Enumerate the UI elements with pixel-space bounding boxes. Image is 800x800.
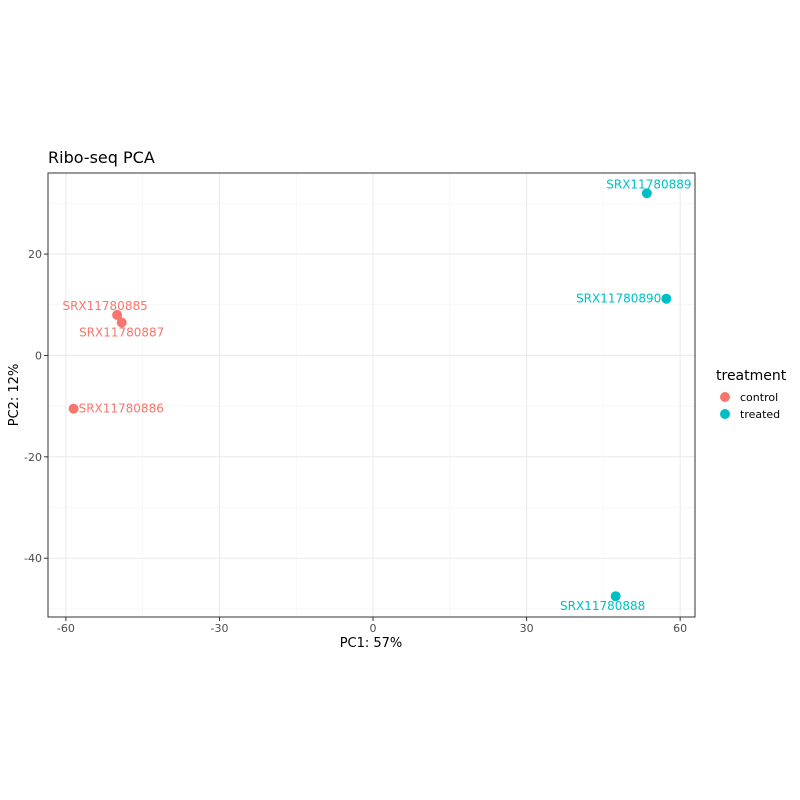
- y-tick-label: 20: [28, 248, 42, 261]
- y-axis-title: PC2: 12%: [7, 364, 22, 427]
- x-tick-label: 30: [520, 622, 534, 635]
- data-point: [661, 293, 672, 304]
- data-label: SRX11780888: [560, 599, 645, 613]
- legend: treatment control treated: [716, 368, 787, 421]
- legend-label: treated: [740, 408, 780, 421]
- legend-entries: control treated: [720, 391, 780, 421]
- legend-key: [720, 392, 730, 402]
- data-label: SRX11780887: [79, 326, 164, 340]
- data-labels: SRX11780885 SRX11780887 SRX11780886 SRX1178…: [62, 177, 691, 613]
- data-point: [68, 403, 79, 414]
- legend-title: treatment: [716, 368, 787, 384]
- data-label: SRX11780889: [606, 177, 691, 191]
- data-point: [641, 188, 652, 199]
- data-points: [68, 188, 672, 602]
- data-label: SRX11780886: [79, 402, 164, 416]
- y-tick-label: -40: [24, 552, 42, 565]
- x-axis-title: PC1: 57%: [340, 636, 403, 651]
- panel-border: [47, 172, 696, 618]
- legend-label: control: [740, 391, 778, 404]
- data-point: [116, 317, 127, 328]
- y-tick-label: -20: [24, 451, 42, 464]
- chart-title: Ribo-seq PCA: [48, 148, 155, 167]
- data-point: [112, 309, 123, 320]
- data-label: SRX11780885: [62, 299, 147, 313]
- x-tick-label: -60: [57, 622, 75, 635]
- y-tick-label: 0: [35, 349, 42, 362]
- legend-key: [720, 409, 730, 419]
- data-point: [610, 591, 621, 602]
- plot-panel: [47, 172, 696, 618]
- x-tick-label: -30: [210, 622, 228, 635]
- x-tick-label: 60: [673, 622, 687, 635]
- axis-ticks: -60 -30 0 30 60 -40 -20 0 20: [24, 248, 687, 635]
- data-label: SRX11780890: [576, 292, 661, 306]
- x-tick-label: 0: [370, 622, 377, 635]
